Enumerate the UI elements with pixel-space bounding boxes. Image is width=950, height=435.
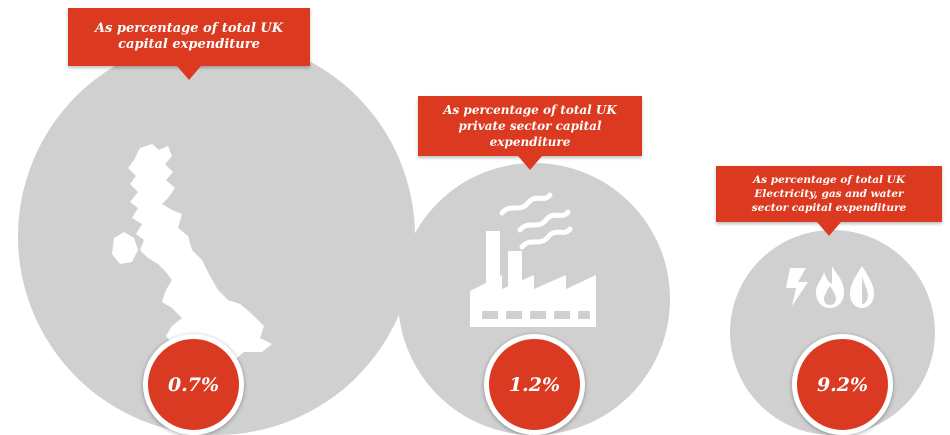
panel-2-banner-tail — [518, 156, 542, 170]
panel-1-banner-tail — [177, 66, 201, 80]
panel-3-banner: As percentage of total UK Electricity, g… — [716, 166, 942, 222]
utilities-icon — [786, 266, 874, 308]
panel-3-banner-tail — [817, 222, 841, 236]
panel-1-value: 0.7% — [143, 334, 244, 435]
uk-map-icon — [112, 144, 272, 380]
panel-3-value: 9.2% — [792, 334, 893, 435]
panel-2-banner: As percentage of total UK private sector… — [418, 96, 642, 156]
factory-icon — [470, 192, 596, 327]
panel-2-value: 1.2% — [484, 334, 585, 435]
panel-1-banner: As percentage of total UK capital expend… — [68, 8, 310, 66]
